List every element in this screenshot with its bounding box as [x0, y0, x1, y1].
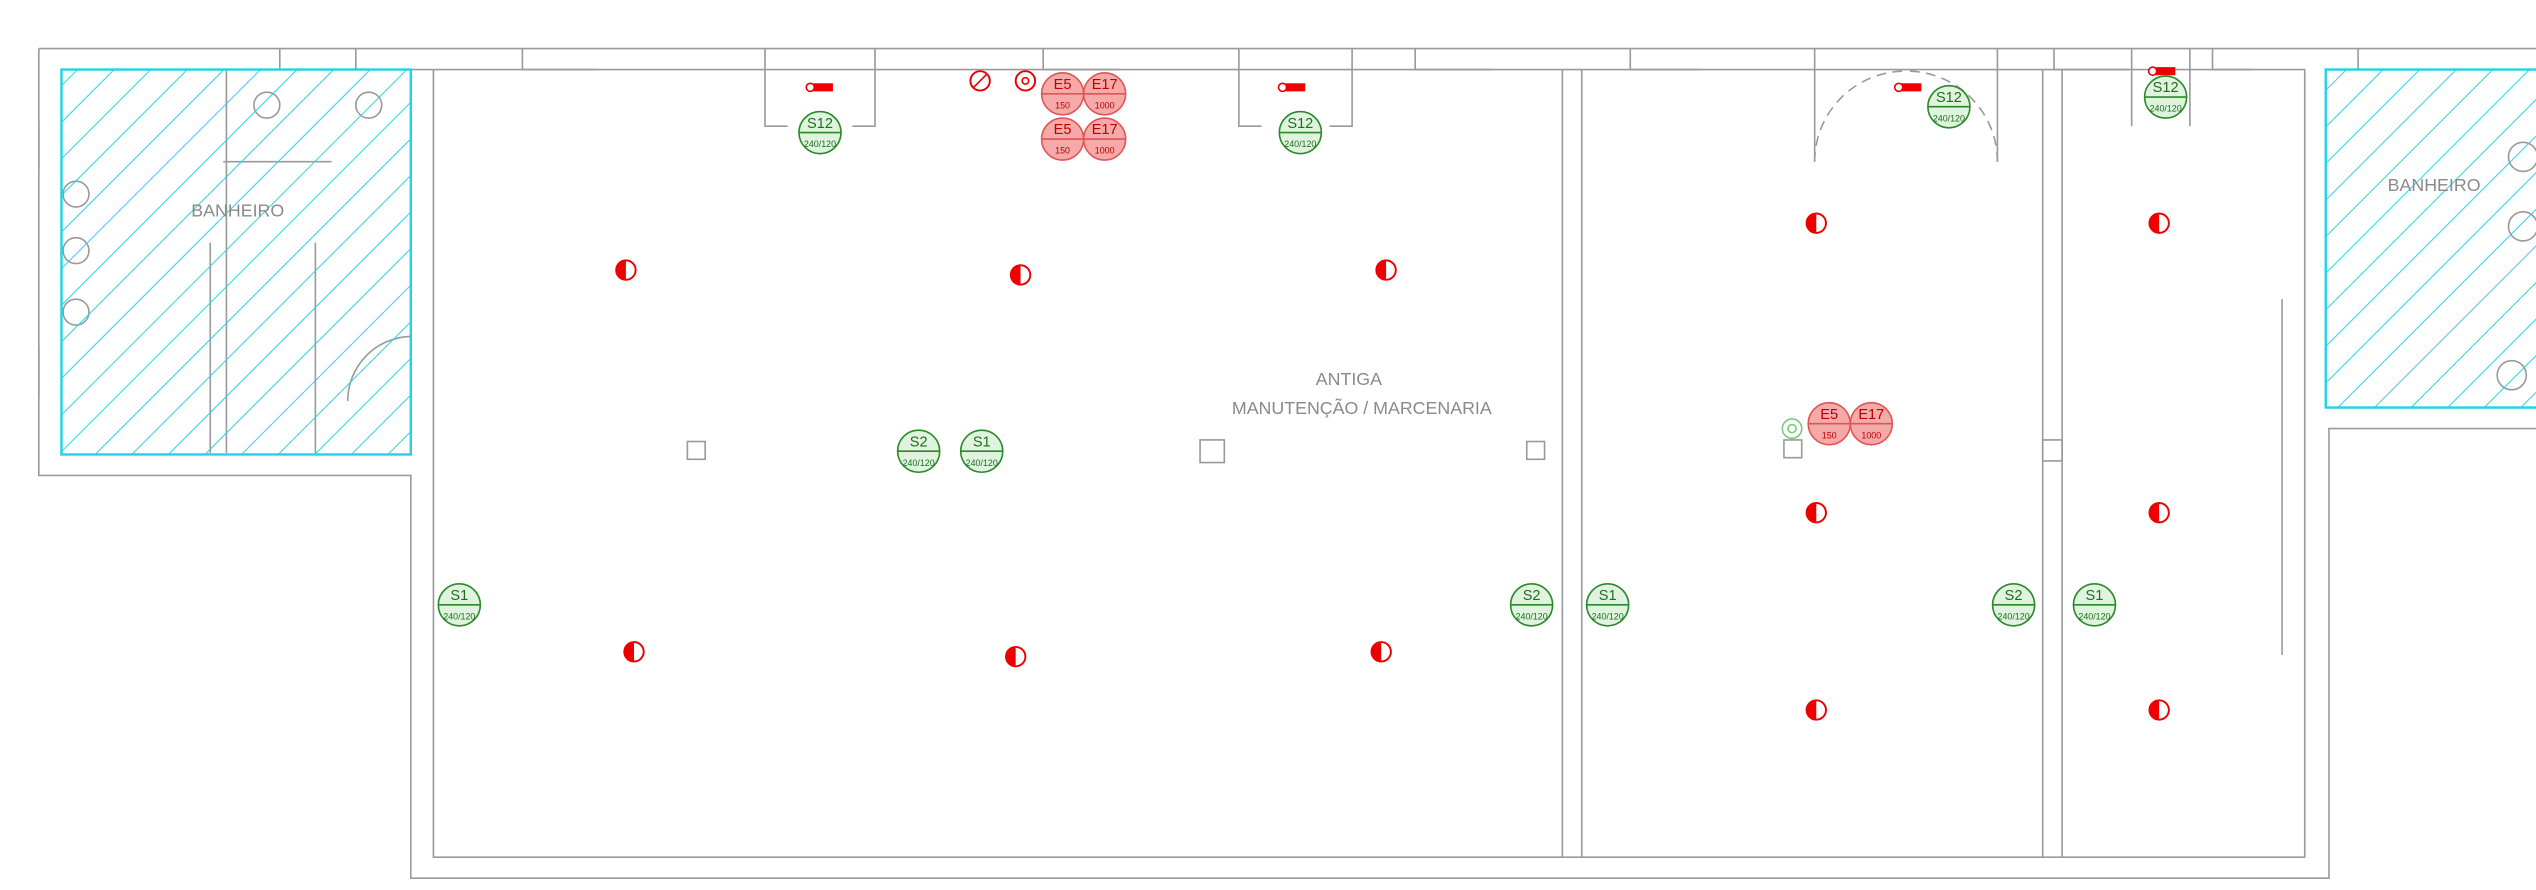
symbol: S12 240/120 — [1928, 86, 1970, 128]
light-half — [1372, 642, 1382, 661]
symbol-code: S12 — [2153, 80, 2179, 96]
bathroom-hatch — [61, 70, 410, 455]
light-half — [2149, 213, 2159, 232]
light-half — [1006, 647, 1016, 666]
symbol: E5 150 — [1042, 118, 1084, 160]
symbol: E17 1000 — [1084, 118, 1126, 160]
switch — [806, 83, 814, 91]
symbol-code: S12 — [1287, 116, 1313, 132]
light-half — [1807, 700, 1817, 719]
symbol-code: S2 — [1523, 588, 1541, 604]
symbol-code: E5 — [1820, 407, 1838, 423]
page: BANHEIRO ANTIGA MANUTENÇÃO / MARCENARIA … — [0, 0, 2536, 890]
switch — [1279, 83, 1287, 91]
light-half — [1807, 213, 1817, 232]
switch-bar — [1286, 83, 1305, 91]
light-half — [1376, 260, 1386, 279]
light-half — [2149, 503, 2159, 522]
symbol-rating: 240/120 — [966, 458, 998, 468]
symbol-code: S2 — [2005, 588, 2023, 604]
walls — [39, 49, 2536, 879]
symbol-rating: 240/120 — [2150, 104, 2182, 114]
room-label: BANHEIRO — [2388, 175, 2481, 195]
symbol: E17 1000 — [1850, 403, 1892, 445]
symbol-code: S2 — [910, 434, 928, 450]
symbol: S2 240/120 — [1993, 584, 2035, 626]
symbol-code: E5 — [1054, 77, 1072, 93]
light-fixtures — [616, 67, 2175, 720]
symbol: S1 240/120 — [2073, 584, 2115, 626]
symbol: E5 150 — [1808, 403, 1850, 445]
symbol-rating: 240/120 — [1516, 611, 1548, 621]
symbol-rating: 1000 — [1861, 430, 1881, 440]
symbol: S12 240/120 — [799, 112, 841, 154]
symbol-code: E17 — [1092, 122, 1118, 138]
symbol-rating: 240/120 — [1284, 139, 1316, 149]
switch-bar — [1902, 83, 1921, 91]
symbols: S12 240/120 S12 240/120 S12 240/120 S12 240/120… — [438, 73, 2186, 626]
symbol: S2 240/120 — [898, 430, 940, 472]
symbol-rating: 240/120 — [903, 458, 935, 468]
symbol-code: S1 — [2086, 588, 2104, 604]
switch — [1895, 83, 1903, 91]
light-half — [1807, 503, 1817, 522]
symbol-rating: 150 — [1822, 430, 1837, 440]
room-label: ANTIGA — [1316, 369, 1382, 389]
floor-plan: BANHEIRO ANTIGA MANUTENÇÃO / MARCENARIA … — [0, 0, 2536, 890]
symbol-code: S1 — [450, 588, 468, 604]
symbol-code: S1 — [973, 434, 991, 450]
symbol: S1 240/120 — [1587, 584, 1629, 626]
symbol-rating: 240/120 — [1998, 611, 2030, 621]
symbol-rating: 150 — [1055, 100, 1070, 110]
switch-bar — [814, 83, 833, 91]
light-half — [624, 642, 634, 661]
switch-bar — [2156, 67, 2175, 75]
symbol: S12 240/120 — [1279, 112, 1321, 154]
symbol: S2 240/120 — [1511, 584, 1553, 626]
symbol-rating: 150 — [1055, 146, 1070, 156]
symbol-rating: 1000 — [1095, 146, 1115, 156]
symbol-rating: 240/120 — [2078, 611, 2110, 621]
room-label: BANHEIRO — [191, 201, 284, 221]
switch — [2149, 67, 2157, 75]
light-half — [1011, 265, 1021, 284]
bathroom-hatch — [2326, 70, 2536, 408]
symbol-code: S12 — [807, 116, 833, 132]
symbol-code: E17 — [1092, 77, 1118, 93]
symbol-rating: 240/120 — [804, 139, 836, 149]
symbol-rating: 240/120 — [1592, 611, 1624, 621]
light-half — [616, 260, 626, 279]
room-sublabel: MANUTENÇÃO / MARCENARIA — [1232, 397, 1492, 418]
symbol-rating: 1000 — [1095, 100, 1115, 110]
symbol: S1 240/120 — [961, 430, 1003, 472]
symbol-code: E5 — [1054, 122, 1072, 138]
symbol: E17 1000 — [1084, 73, 1126, 115]
symbol: E5 150 — [1042, 73, 1084, 115]
symbol-rating: 240/120 — [443, 611, 475, 621]
symbol-code: S12 — [1936, 90, 1962, 106]
symbol-rating: 240/120 — [1933, 113, 1965, 123]
light-half — [2149, 700, 2159, 719]
symbol: S1 240/120 — [438, 584, 480, 626]
symbol: S12 240/120 — [2145, 76, 2187, 118]
symbol-code: E17 — [1858, 407, 1884, 423]
symbol-code: S1 — [1599, 588, 1617, 604]
